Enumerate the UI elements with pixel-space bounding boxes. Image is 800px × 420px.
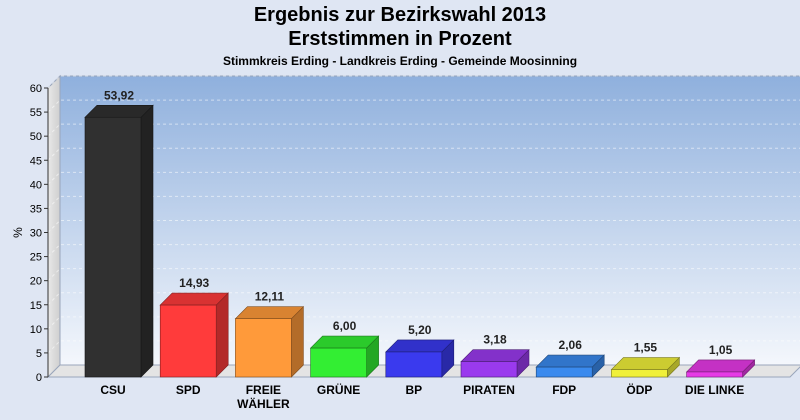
bar-top [535, 354, 605, 368]
x-tick-label: BP [405, 383, 422, 397]
y-tick-label: 10 [30, 324, 42, 336]
y-tick-label: 45 [30, 155, 42, 167]
chart-subtitle: Erststimmen in Prozent [288, 28, 512, 50]
data-label: 3,18 [483, 333, 507, 347]
y-tick-label: 55 [30, 107, 42, 119]
x-tick-label: PIRATEN [463, 383, 515, 397]
bar-top [309, 335, 380, 349]
y-tick-label: 25 [30, 252, 42, 264]
bar [611, 369, 668, 378]
bar-side [215, 292, 229, 378]
gridline [47, 292, 800, 306]
bar [235, 318, 292, 378]
gridline [47, 220, 800, 233]
y-tick-label: 35 [30, 203, 42, 215]
gridline [47, 195, 800, 209]
bar-top [385, 339, 455, 353]
data-label: 1,05 [709, 343, 733, 357]
bar-side [140, 104, 154, 378]
y-tick-label: 0 [36, 372, 42, 384]
bar-top [159, 292, 229, 306]
bar-top [610, 357, 681, 370]
gridline [47, 75, 800, 89]
gridline [47, 244, 800, 257]
bar-top [685, 359, 756, 373]
gridline [47, 268, 800, 282]
data-label: 12,11 [255, 290, 285, 304]
y-axis-label: % [11, 227, 25, 238]
gridline [47, 123, 800, 137]
bar [159, 304, 217, 378]
gridline [47, 147, 800, 161]
x-tick-label: FDP [552, 383, 576, 397]
y-tick-label: 20 [30, 276, 42, 288]
bar-top [460, 349, 530, 362]
data-label: 1,55 [634, 341, 658, 355]
x-tick-label: FREIE [246, 383, 281, 397]
y-tick-label: 40 [30, 179, 42, 191]
gridline [47, 99, 800, 113]
x-tick-label: CSU [100, 383, 125, 397]
gridline [47, 340, 800, 354]
gridline [47, 316, 800, 330]
y-tick-label: 60 [30, 83, 42, 95]
bar-top [84, 104, 154, 118]
bar [310, 347, 367, 378]
y-tick-label: 5 [36, 348, 42, 360]
chart-subtitle-location: Stimmkreis Erding - Landkreis Erding - G… [222, 54, 578, 68]
bar [385, 351, 443, 378]
x-tick-label: ÖDP [626, 382, 652, 397]
data-label: 53,92 [104, 88, 134, 102]
gridline [47, 171, 800, 185]
bar [460, 361, 518, 378]
x-tick-label: DIE LINKE [685, 383, 744, 397]
x-tick-label: WÄHLER [237, 396, 290, 411]
y-tick-label: 15 [30, 300, 42, 312]
chart-title: Ergebnis zur Bezirkswahl 2013 [253, 4, 547, 26]
data-label: 6,00 [333, 319, 357, 333]
y-tick-label: 50 [30, 131, 42, 143]
data-label: 5,20 [408, 323, 432, 337]
bar-top [234, 306, 305, 319]
x-tick-label: SPD [176, 383, 201, 397]
data-label: 2,06 [559, 338, 583, 352]
bar [535, 366, 593, 378]
x-tick-label: GRÜNE [317, 382, 360, 397]
bar [84, 116, 142, 378]
data-label: 14,93 [179, 276, 209, 290]
bar [686, 371, 743, 378]
y-tick-label: 30 [30, 228, 42, 240]
